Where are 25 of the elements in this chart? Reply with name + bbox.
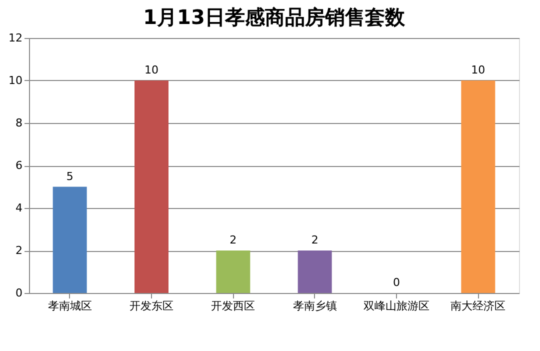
y-tick-label: 0 bbox=[16, 286, 22, 300]
data-label: 10 bbox=[471, 64, 486, 76]
x-tick-label: 孝南乡镇 bbox=[292, 300, 337, 312]
y-tick-label: 2 bbox=[16, 244, 22, 257]
data-label: 0 bbox=[393, 276, 400, 289]
y-tick-label: 10 bbox=[8, 74, 22, 87]
x-tick-label: 孝南城区 bbox=[48, 300, 92, 312]
y-tick-label: 6 bbox=[16, 159, 22, 172]
x-tick-label: 南大经济区 bbox=[450, 300, 506, 312]
bar bbox=[216, 250, 250, 293]
data-label: 2 bbox=[311, 234, 318, 246]
x-tick-label: 开发东区 bbox=[130, 300, 174, 312]
bar bbox=[52, 186, 87, 293]
x-tick-label: 开发西区 bbox=[211, 300, 256, 312]
bar bbox=[134, 80, 168, 293]
data-label: 10 bbox=[144, 64, 158, 76]
y-tick-label: 8 bbox=[16, 116, 22, 130]
y-tick-label: 12 bbox=[8, 32, 22, 44]
bar bbox=[461, 80, 496, 293]
bar bbox=[298, 250, 332, 293]
data-label: 2 bbox=[230, 234, 237, 246]
y-tick-label: 4 bbox=[16, 202, 22, 214]
data-label: 5 bbox=[66, 170, 74, 183]
chart-title: 1月13日孝感商品房销售套数 bbox=[143, 5, 406, 29]
x-tick-label: 双峰山旅游区 bbox=[364, 300, 430, 312]
